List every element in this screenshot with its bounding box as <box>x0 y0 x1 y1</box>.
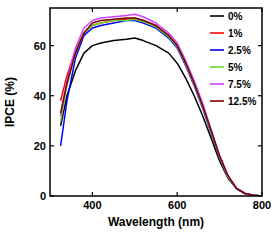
series-line <box>61 19 262 196</box>
legend-label: 1% <box>228 28 243 39</box>
legend-label: 2.5% <box>228 45 251 56</box>
x-tick-label: 600 <box>168 199 186 211</box>
legend-swatch <box>210 83 224 85</box>
x-axis-label: Wavelength (nm) <box>108 215 204 229</box>
legend: 0% 1% 2.5% 5% 7.5% 12.5% <box>210 11 256 107</box>
x-tick-label: 400 <box>83 199 101 211</box>
chart: 400 600 800 0 20 40 60 Wavelength (nm) IPCE (%) 0… <box>0 0 277 234</box>
series-line <box>61 18 262 196</box>
legend-label: 5% <box>228 62 243 73</box>
legend-swatch <box>210 15 224 17</box>
legend-swatch <box>210 32 224 34</box>
y-axis-label: IPCE (%) <box>3 77 17 127</box>
legend-swatch <box>210 100 224 102</box>
x-tick-label: 800 <box>253 199 271 211</box>
legend-label: 7.5% <box>228 79 251 90</box>
legend-label: 12.5% <box>228 96 256 107</box>
y-tick-label: 40 <box>34 90 46 102</box>
y-tick-label: 20 <box>34 140 46 152</box>
y-tick-label: 60 <box>34 40 46 52</box>
series-line <box>61 14 262 196</box>
frame <box>50 8 262 196</box>
series-line <box>61 21 262 196</box>
legend-swatch <box>210 66 224 68</box>
series-line <box>61 18 262 196</box>
y-tick-label: 0 <box>40 190 46 202</box>
plot-lines <box>61 14 262 196</box>
legend-label: 0% <box>228 11 243 22</box>
legend-swatch <box>210 49 224 51</box>
series-line <box>61 38 262 196</box>
